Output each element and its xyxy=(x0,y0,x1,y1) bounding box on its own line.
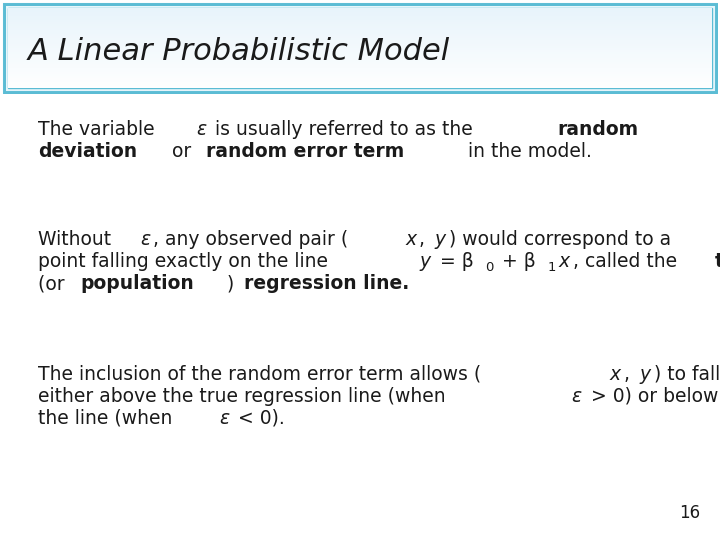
Text: 0: 0 xyxy=(485,261,494,274)
Bar xyxy=(8,56,712,58)
Bar xyxy=(8,18,712,20)
Text: = β: = β xyxy=(434,252,474,271)
Text: y: y xyxy=(640,365,651,384)
Bar xyxy=(8,38,712,40)
Bar xyxy=(8,40,712,42)
Bar xyxy=(8,22,712,24)
Text: x: x xyxy=(559,252,570,271)
Bar xyxy=(8,54,712,56)
Bar xyxy=(8,52,712,54)
Text: ε: ε xyxy=(219,409,229,428)
Bar xyxy=(8,16,712,18)
Bar xyxy=(8,68,712,70)
FancyBboxPatch shape xyxy=(4,4,716,92)
Text: deviation: deviation xyxy=(38,142,137,161)
Text: ): ) xyxy=(227,274,240,293)
Text: Without: Without xyxy=(38,230,117,249)
Bar xyxy=(8,76,712,78)
Text: ) to fall: ) to fall xyxy=(654,365,720,384)
Bar xyxy=(8,42,712,44)
Text: random error term: random error term xyxy=(206,142,405,161)
Text: either above the true regression line (when: either above the true regression line (w… xyxy=(38,387,451,406)
Bar xyxy=(8,36,712,38)
Text: y: y xyxy=(435,230,446,249)
Text: the line (when: the line (when xyxy=(38,409,179,428)
Bar xyxy=(8,46,712,48)
Text: ,: , xyxy=(420,230,431,249)
Bar xyxy=(8,74,712,76)
Text: The inclusion of the random error term allows (: The inclusion of the random error term a… xyxy=(38,365,481,384)
Text: > 0) or below: > 0) or below xyxy=(585,387,718,406)
Text: + β: + β xyxy=(496,252,536,271)
Bar xyxy=(8,12,712,14)
Bar xyxy=(8,34,712,36)
Bar xyxy=(8,66,712,68)
Text: ε: ε xyxy=(140,230,150,249)
Text: 1: 1 xyxy=(548,261,556,274)
Text: true: true xyxy=(715,252,720,271)
Text: (or: (or xyxy=(38,274,71,293)
Text: ,: , xyxy=(624,365,636,384)
Text: ε: ε xyxy=(572,387,582,406)
Bar xyxy=(8,72,712,74)
Text: ε: ε xyxy=(197,120,207,139)
Bar xyxy=(8,50,712,52)
Text: 16: 16 xyxy=(679,504,700,522)
Text: , called the: , called the xyxy=(573,252,683,271)
FancyBboxPatch shape xyxy=(8,8,712,88)
Bar xyxy=(8,64,712,66)
Bar xyxy=(8,24,712,26)
Bar xyxy=(8,84,712,86)
Text: regression line.: regression line. xyxy=(244,274,409,293)
Text: is usually referred to as the: is usually referred to as the xyxy=(210,120,479,139)
Bar xyxy=(8,80,712,82)
Text: ) would correspond to a: ) would correspond to a xyxy=(449,230,672,249)
Text: x: x xyxy=(405,230,416,249)
Bar xyxy=(8,26,712,28)
Bar xyxy=(8,82,712,84)
Text: x: x xyxy=(610,365,621,384)
Bar xyxy=(8,60,712,62)
Text: The variable: The variable xyxy=(38,120,161,139)
Text: , any observed pair (: , any observed pair ( xyxy=(153,230,348,249)
Bar xyxy=(8,78,712,80)
Bar xyxy=(8,20,712,22)
Bar xyxy=(8,32,712,34)
Text: random: random xyxy=(557,120,639,139)
Text: in the model.: in the model. xyxy=(462,142,592,161)
Bar xyxy=(8,62,712,64)
Text: population: population xyxy=(80,274,194,293)
Bar xyxy=(8,30,712,32)
Text: or: or xyxy=(166,142,197,161)
Bar xyxy=(8,28,712,30)
Text: < 0).: < 0). xyxy=(232,409,285,428)
Bar xyxy=(8,58,712,60)
Bar xyxy=(8,44,712,46)
Bar xyxy=(8,8,712,10)
Bar xyxy=(8,70,712,72)
Text: A Linear Probabilistic Model: A Linear Probabilistic Model xyxy=(28,37,450,66)
Bar xyxy=(8,14,712,16)
Bar xyxy=(8,10,712,12)
Bar xyxy=(8,48,712,50)
Bar xyxy=(8,86,712,88)
Text: y: y xyxy=(420,252,431,271)
Text: point falling exactly on the line: point falling exactly on the line xyxy=(38,252,334,271)
